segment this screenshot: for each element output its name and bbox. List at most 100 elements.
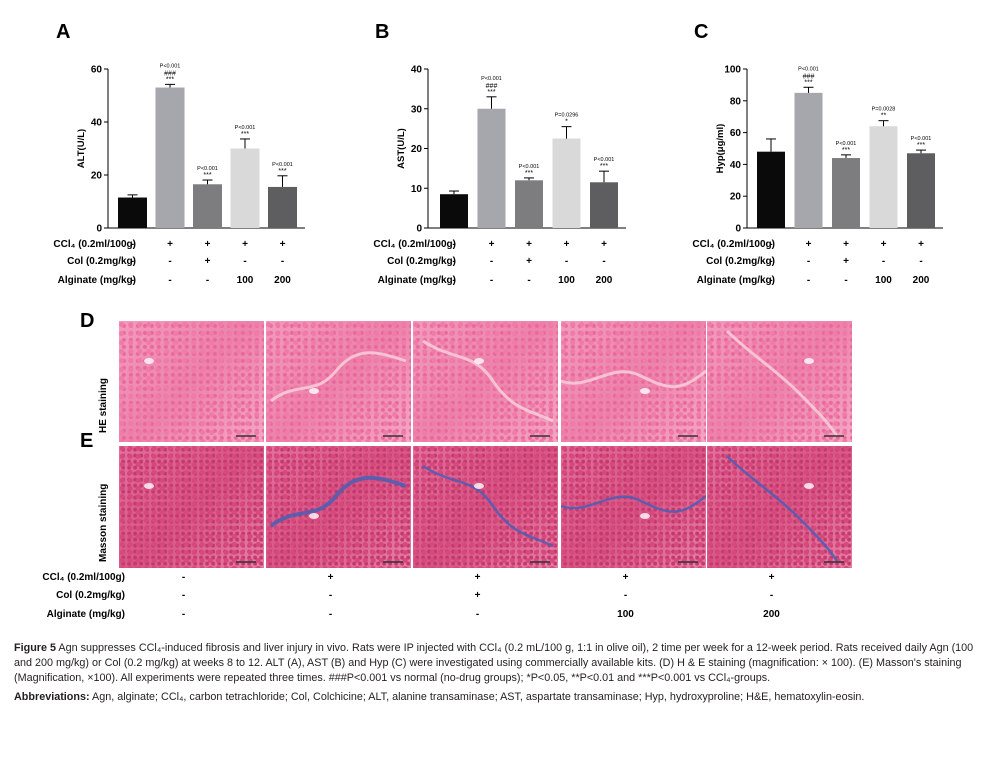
chart-2: 010203040AST(U/L)***###P<0.001***P<0.001…	[396, 65, 626, 235]
panel-label-c: C	[694, 21, 709, 43]
condition-label: CCl₄ (0.2ml/100g)	[42, 572, 125, 583]
condition-value: +	[327, 572, 334, 583]
bar	[440, 194, 468, 228]
condition-value: 200	[274, 275, 291, 286]
condition-value: +	[242, 239, 248, 250]
condition-value: 100	[558, 275, 575, 286]
tissue-features	[561, 495, 706, 563]
condition-value: -	[769, 275, 773, 286]
y-axis-label: ALT(U/L)	[76, 129, 87, 168]
condition-value: -	[564, 256, 569, 267]
he-stain-image	[119, 321, 264, 442]
panel-label-a: A	[56, 21, 71, 43]
bar	[118, 197, 147, 228]
condition-value: -	[881, 256, 886, 267]
collagen-fiber	[269, 475, 407, 528]
significance-label: ***	[600, 163, 608, 170]
y-axis-label: Hyp(μg/ml)	[715, 124, 726, 174]
condition-value: 100	[617, 609, 634, 620]
masson-staining-label: Masson staining	[98, 483, 109, 562]
condition-value: +	[843, 239, 849, 250]
condition-value: +	[204, 256, 211, 267]
condition-value: -	[328, 609, 333, 620]
condition-label: CCl₄ (0.2ml/100g)	[692, 239, 775, 250]
condition-value: +	[601, 239, 607, 250]
collagen-fiber	[422, 464, 554, 548]
collagen-fiber	[726, 455, 839, 562]
vessel-lumen	[804, 358, 814, 364]
condition-value: -	[181, 609, 186, 620]
vessel-lumen	[144, 358, 154, 364]
p-value-label: P<0.001	[594, 157, 615, 163]
condition-value: +	[167, 239, 173, 250]
condition-value: -	[130, 239, 135, 250]
condition-value: +	[204, 239, 211, 250]
y-tick-label: 0	[96, 224, 102, 235]
significance-label: ***	[842, 147, 850, 154]
y-tick-label: 40	[730, 160, 742, 171]
condition-value: +	[622, 572, 629, 583]
bar	[590, 182, 618, 228]
condition-value: -	[168, 256, 172, 267]
significance-label: ***	[804, 79, 812, 86]
y-tick-label: 60	[730, 128, 742, 139]
p-value-label: P<0.001	[197, 166, 218, 172]
y-tick-label: 100	[724, 65, 741, 76]
condition-label: Col (0.2mg/kg)	[706, 256, 775, 267]
condition-value: -	[769, 239, 773, 250]
condition-value: -	[919, 256, 923, 267]
significance-label: ***	[241, 131, 249, 138]
significance-label: ***	[166, 76, 174, 83]
bar	[869, 126, 898, 228]
collagen-fiber	[561, 495, 706, 513]
condition-value: 200	[763, 609, 780, 620]
vessel-lumen	[309, 513, 319, 519]
vessel-lumen	[804, 483, 814, 489]
condition-value: +	[805, 239, 812, 250]
chart-3: 020406080100Hyp(μg/ml)***###P<0.001***P<…	[715, 65, 943, 235]
p-value-label: P<0.001	[519, 164, 540, 170]
condition-value: -	[769, 590, 774, 601]
bar	[552, 138, 581, 228]
condition-value: -	[328, 590, 333, 601]
p-value-label: P=0.0028	[872, 107, 896, 113]
bar	[515, 180, 543, 228]
masson-stain-image	[413, 446, 558, 568]
condition-label: Alginate (mg/kg)	[377, 275, 456, 286]
condition-value: -	[602, 256, 606, 267]
y-tick-label: 20	[91, 171, 103, 182]
condition-value: +	[526, 256, 532, 267]
figure-caption: Figure 5 Agn suppresses CCl₄-induced fib…	[14, 641, 976, 709]
significance-label: **	[881, 113, 887, 120]
significance-label: ***	[203, 172, 211, 179]
significance-label: ***	[278, 168, 286, 175]
vessel-lumen	[144, 483, 154, 489]
condition-label: Alginate (mg/kg)	[46, 609, 125, 620]
condition-value: 100	[875, 275, 892, 286]
condition-label: Alginate (mg/kg)	[696, 275, 775, 286]
p-value-label: P<0.001	[160, 63, 181, 69]
condition-value: -	[806, 275, 811, 286]
condition-label: Col (0.2mg/kg)	[56, 590, 125, 601]
condition-value: +	[880, 239, 887, 250]
condition-value: -	[475, 609, 480, 620]
hash-label: ###	[486, 83, 498, 90]
he-stain-image	[266, 321, 411, 442]
condition-value: -	[806, 256, 811, 267]
hash-label: ###	[164, 70, 176, 77]
condition-value: 200	[912, 275, 930, 286]
condition-value: -	[280, 256, 285, 267]
condition-value: -	[181, 572, 186, 583]
bar	[832, 158, 860, 228]
septa-line	[561, 369, 706, 389]
vessel-lumen	[474, 358, 484, 364]
condition-value: +	[279, 239, 286, 250]
bar-charts: 0204060ALT(U/L)***###P<0.001***P<0.001**…	[76, 63, 943, 235]
y-tick-label: 10	[411, 184, 423, 195]
condition-value: -	[205, 275, 210, 286]
condition-label: CCl₄ (0.2ml/100g)	[373, 239, 456, 250]
panel-label-d: D	[80, 310, 95, 332]
tissue-features	[144, 358, 256, 437]
y-tick-label: 80	[730, 96, 742, 107]
bar	[193, 184, 222, 228]
